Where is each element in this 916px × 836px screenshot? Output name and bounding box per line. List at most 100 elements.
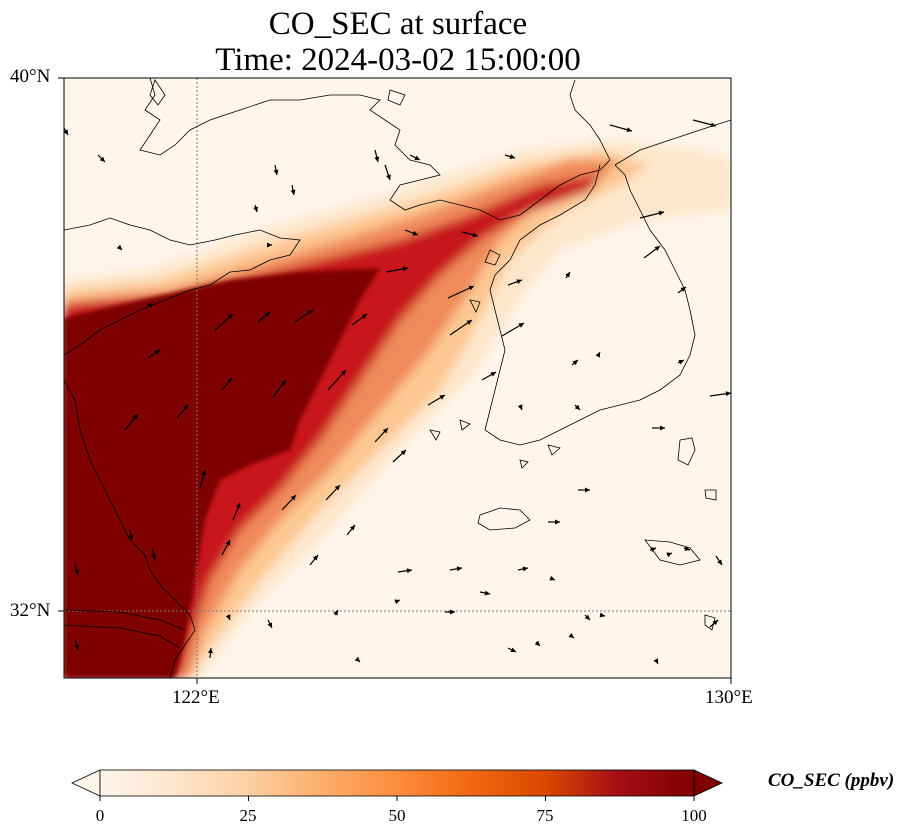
wind-arrow-head [658, 210, 664, 216]
wind-arrow-head [406, 568, 412, 574]
lon-tick-130e: 130°E [705, 687, 753, 708]
wind-arrow-head [584, 614, 590, 620]
colorbar-label: CO_SEC (ppbv) [768, 770, 895, 791]
coastlines [64, 78, 731, 678]
wind-arrow-head [599, 612, 605, 618]
wind-arrow-head [280, 380, 286, 386]
wind-arrow-head [468, 285, 474, 291]
colorbar-under-extend [71, 769, 101, 797]
wind-arrow-head [712, 620, 718, 626]
wind-arrow-head [267, 242, 272, 248]
wind-arrow-head [312, 555, 318, 561]
wind-arrow-head [361, 314, 367, 319]
wind-arrow-head [466, 320, 472, 325]
wind-arrow-head [572, 360, 578, 366]
wind-arrow-head [456, 566, 462, 572]
wind-arrow-head [333, 610, 338, 616]
wind-arrow-head [132, 414, 138, 420]
wind-arrow-head [626, 127, 632, 133]
wind-arrow-head [534, 640, 540, 646]
wind-arrow-head [64, 129, 68, 135]
wind-arrow-head [490, 372, 496, 377]
colorbar-body [99, 769, 695, 797]
wind-arrow-head [226, 378, 232, 384]
wind-arrow-head [654, 246, 660, 251]
wind-arrow-head [154, 350, 160, 355]
wind-arrow-head [472, 232, 478, 238]
wind-arrow-head [116, 244, 122, 250]
wind-arrow-head [518, 323, 524, 328]
wind-arrow-head [660, 425, 665, 431]
wind-arrow-head [666, 552, 672, 558]
wind-arrow-head [225, 614, 231, 620]
wind-arrow-head [201, 470, 207, 476]
colorbar-tick-0: 0 [95, 806, 105, 825]
wind-arrow-head [717, 559, 722, 565]
wind-arrow-head [684, 546, 690, 551]
wind-arrow-head [653, 658, 658, 664]
wind-arrow-head [208, 648, 213, 654]
map-frame [63, 77, 732, 679]
wind-arrow-head [235, 503, 241, 509]
wind-arrow-head [253, 206, 259, 212]
wind-arrow-head [74, 569, 79, 575]
wind-arrow-head [509, 154, 515, 159]
wind-arrow-head [307, 310, 313, 315]
wind-vectors [64, 119, 731, 665]
lat-tick-40n: 40°N [10, 66, 51, 87]
wind-arrow-head [710, 122, 716, 128]
wind-arrow-head [568, 633, 574, 638]
colorbar-tick-100: 100 [681, 806, 707, 825]
wind-arrow-head [374, 156, 380, 162]
wind-arrow-head [517, 404, 523, 410]
lon-tick-122e: 122°E [172, 687, 220, 708]
wind-arrow-head [151, 554, 157, 560]
wind-arrow-head [574, 404, 580, 410]
wind-arrow-head [128, 534, 134, 540]
wind-arrow-head [555, 519, 560, 525]
wind-arrow-head [382, 428, 388, 434]
wind-arrow-head [400, 450, 406, 456]
wind-arrow-head [725, 391, 731, 397]
wind-arrow-head [273, 169, 279, 175]
wind-arrow-head [99, 156, 105, 162]
wind-arrow-head [227, 314, 233, 320]
wind-arrow-head [182, 405, 188, 411]
colorbar-over-extend [693, 769, 723, 797]
colorbar-tick-50: 50 [388, 806, 406, 825]
wind-arrow-head [340, 370, 346, 376]
wind-arrow-head [412, 230, 418, 236]
map-title-line2: Time: 2024-03-02 15:00:00 [215, 42, 581, 78]
wind-arrow-head [650, 547, 656, 552]
wind-arrow-head [414, 155, 420, 160]
wind-arrow-head [522, 566, 528, 572]
wind-arrow-head [290, 495, 296, 501]
wind-arrow-head [450, 609, 455, 615]
wind-arrow-head [678, 360, 684, 365]
lat-tick-32n: 32°N [10, 600, 51, 621]
wind-arrow-head [264, 312, 270, 318]
wind-arrow-head [74, 644, 79, 650]
wind-arrow-head [290, 189, 296, 195]
wind-arrow-head [510, 647, 516, 652]
wind-arrow-head [439, 395, 445, 400]
wind-arrow-head [565, 272, 570, 278]
map-area [64, 78, 731, 678]
wind-arrow-head [349, 525, 355, 531]
wind-arrow-head [354, 656, 360, 662]
wind-arrow-head [267, 622, 272, 628]
wind-arrow-head [402, 266, 408, 272]
map-title-line1: CO_SEC at surface [268, 6, 528, 42]
wind-arrow-head [334, 485, 340, 491]
wind-arrow-head [147, 302, 152, 308]
colorbar-tick-75: 75 [536, 806, 554, 825]
wind-arrow-head [595, 352, 600, 358]
wind-arrow-head [680, 287, 686, 292]
wind-arrow-head [484, 590, 490, 596]
colorbar-tick-25: 25 [239, 806, 257, 825]
wind-arrow-head [549, 575, 555, 581]
wind-arrow-head [394, 599, 400, 605]
plume-core [64, 268, 380, 678]
colorbar [71, 769, 723, 801]
